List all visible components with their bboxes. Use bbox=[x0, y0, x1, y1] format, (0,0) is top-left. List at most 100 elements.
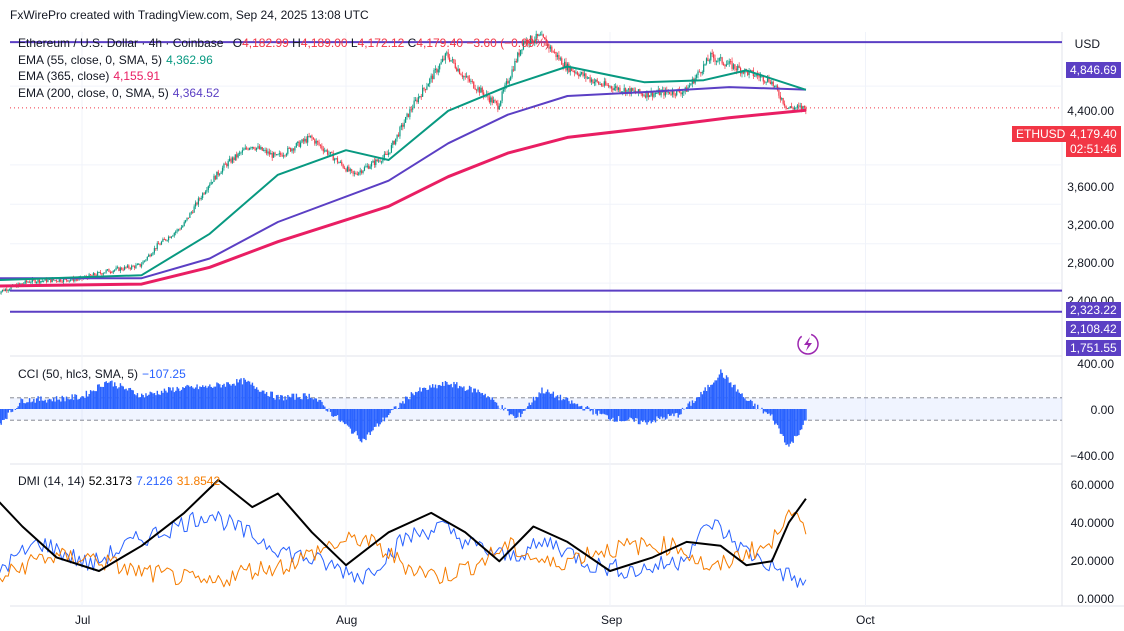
cci-bar bbox=[419, 387, 421, 409]
cci-bar bbox=[420, 391, 423, 409]
cci-bar bbox=[483, 395, 485, 409]
cci-tick: 0.00 bbox=[1090, 403, 1114, 417]
cci-bar bbox=[182, 387, 184, 409]
cci-bar bbox=[775, 409, 777, 424]
candle-body bbox=[44, 278, 46, 281]
replay-lightning-icon[interactable] bbox=[797, 333, 819, 355]
cci-bar bbox=[627, 409, 630, 420]
cci-bar bbox=[578, 406, 580, 409]
candle-body bbox=[392, 141, 394, 146]
cci-bar bbox=[779, 409, 782, 434]
cci-bar bbox=[667, 409, 669, 415]
cci-bar bbox=[366, 409, 369, 435]
cci-bar bbox=[545, 391, 547, 409]
candle-body bbox=[167, 236, 170, 241]
cci-bar bbox=[542, 393, 545, 409]
cci-bar bbox=[774, 409, 776, 425]
candle-body bbox=[196, 202, 198, 205]
candle-body bbox=[402, 124, 404, 127]
cci-bar bbox=[752, 406, 755, 409]
cci-bar bbox=[680, 409, 682, 415]
cci-bar bbox=[791, 409, 793, 442]
candle-body bbox=[715, 60, 718, 62]
legend-dmi[interactable]: DMI (14, 14) 52.3173 7.2126 31.8542 bbox=[18, 474, 220, 488]
cci-bar bbox=[440, 385, 442, 409]
cci-bar bbox=[332, 409, 335, 417]
cci-bar bbox=[453, 381, 455, 409]
cci-bar bbox=[326, 409, 329, 412]
candle-body bbox=[552, 51, 554, 53]
legend-ema55[interactable]: EMA (55, close, 0, SMA, 5) 4,362.96 bbox=[18, 53, 213, 67]
cci-bar bbox=[213, 386, 215, 409]
candle-body bbox=[274, 152, 276, 155]
candle-body bbox=[197, 198, 199, 205]
candle-body bbox=[216, 171, 218, 180]
cci-bar bbox=[747, 400, 749, 409]
cci-bar bbox=[141, 393, 143, 409]
cci-bar bbox=[244, 379, 247, 409]
cci-bar bbox=[644, 409, 647, 423]
cci-bar bbox=[369, 409, 371, 436]
cci-bar bbox=[358, 409, 360, 439]
cci-bar bbox=[403, 403, 405, 409]
candle-body bbox=[593, 81, 595, 84]
candle-body bbox=[156, 243, 158, 249]
candle-body bbox=[247, 148, 249, 150]
candle-body bbox=[170, 236, 173, 238]
candle-body bbox=[669, 92, 671, 94]
candle-body bbox=[108, 269, 110, 273]
cci-bar bbox=[660, 409, 662, 417]
candle-body bbox=[410, 109, 412, 111]
cci-bar bbox=[341, 409, 343, 421]
candle-body bbox=[483, 92, 485, 96]
cci-bar bbox=[271, 391, 273, 409]
cci-bar bbox=[491, 397, 493, 409]
cci-bar bbox=[639, 409, 641, 425]
cci-bar bbox=[365, 409, 367, 441]
cci-bar bbox=[145, 393, 147, 409]
cci-bar bbox=[285, 399, 288, 409]
cci-bar bbox=[801, 409, 803, 430]
candle-body bbox=[336, 158, 339, 163]
candle-body bbox=[179, 229, 181, 231]
cci-bar bbox=[562, 398, 564, 409]
candle-body bbox=[180, 227, 182, 230]
candle-body bbox=[28, 281, 31, 283]
candle-body bbox=[1, 289, 4, 292]
cci-bar bbox=[510, 409, 512, 415]
cci-bar bbox=[664, 409, 667, 420]
cci-bar bbox=[600, 409, 603, 415]
cci-bar bbox=[399, 402, 401, 409]
ema200-line bbox=[0, 108, 807, 288]
currency-label[interactable]: USD bbox=[1074, 37, 1100, 51]
candle-body bbox=[142, 261, 144, 265]
legend-ema365[interactable]: EMA (365, close) 4,155.91 bbox=[18, 69, 160, 83]
candle-body bbox=[43, 280, 45, 282]
cci-bar bbox=[799, 409, 801, 431]
cci-bar bbox=[87, 396, 89, 409]
cci-bar bbox=[54, 401, 56, 409]
candle-body bbox=[265, 149, 268, 154]
candle-body bbox=[792, 107, 794, 110]
candle-body bbox=[353, 172, 356, 174]
cci-bar bbox=[671, 409, 674, 414]
legend-cci[interactable]: CCI (50, hlc3, SMA, 5) −107.25 bbox=[18, 367, 186, 381]
cci-bar bbox=[566, 397, 569, 409]
price-tick: 2,800.00 bbox=[1067, 256, 1114, 270]
candle-body bbox=[433, 69, 435, 80]
candle-body bbox=[571, 67, 573, 71]
candle-body bbox=[707, 58, 709, 62]
candle-body bbox=[501, 91, 503, 101]
candle-body bbox=[162, 239, 164, 242]
cci-bar bbox=[571, 400, 573, 409]
cci-bar bbox=[400, 403, 403, 409]
candle-body bbox=[774, 85, 776, 87]
legend-ema200[interactable]: EMA (200, close, 0, SMA, 5) 4,364.52 bbox=[18, 86, 219, 100]
cci-bar bbox=[616, 409, 618, 422]
candle-body bbox=[626, 89, 628, 94]
cci-bar bbox=[153, 392, 156, 409]
candle-body bbox=[429, 78, 431, 84]
candle-body bbox=[617, 87, 620, 90]
legend-symbol[interactable]: Ethereum / U.S. Dollar · 4h · Coinbase O… bbox=[18, 36, 549, 50]
